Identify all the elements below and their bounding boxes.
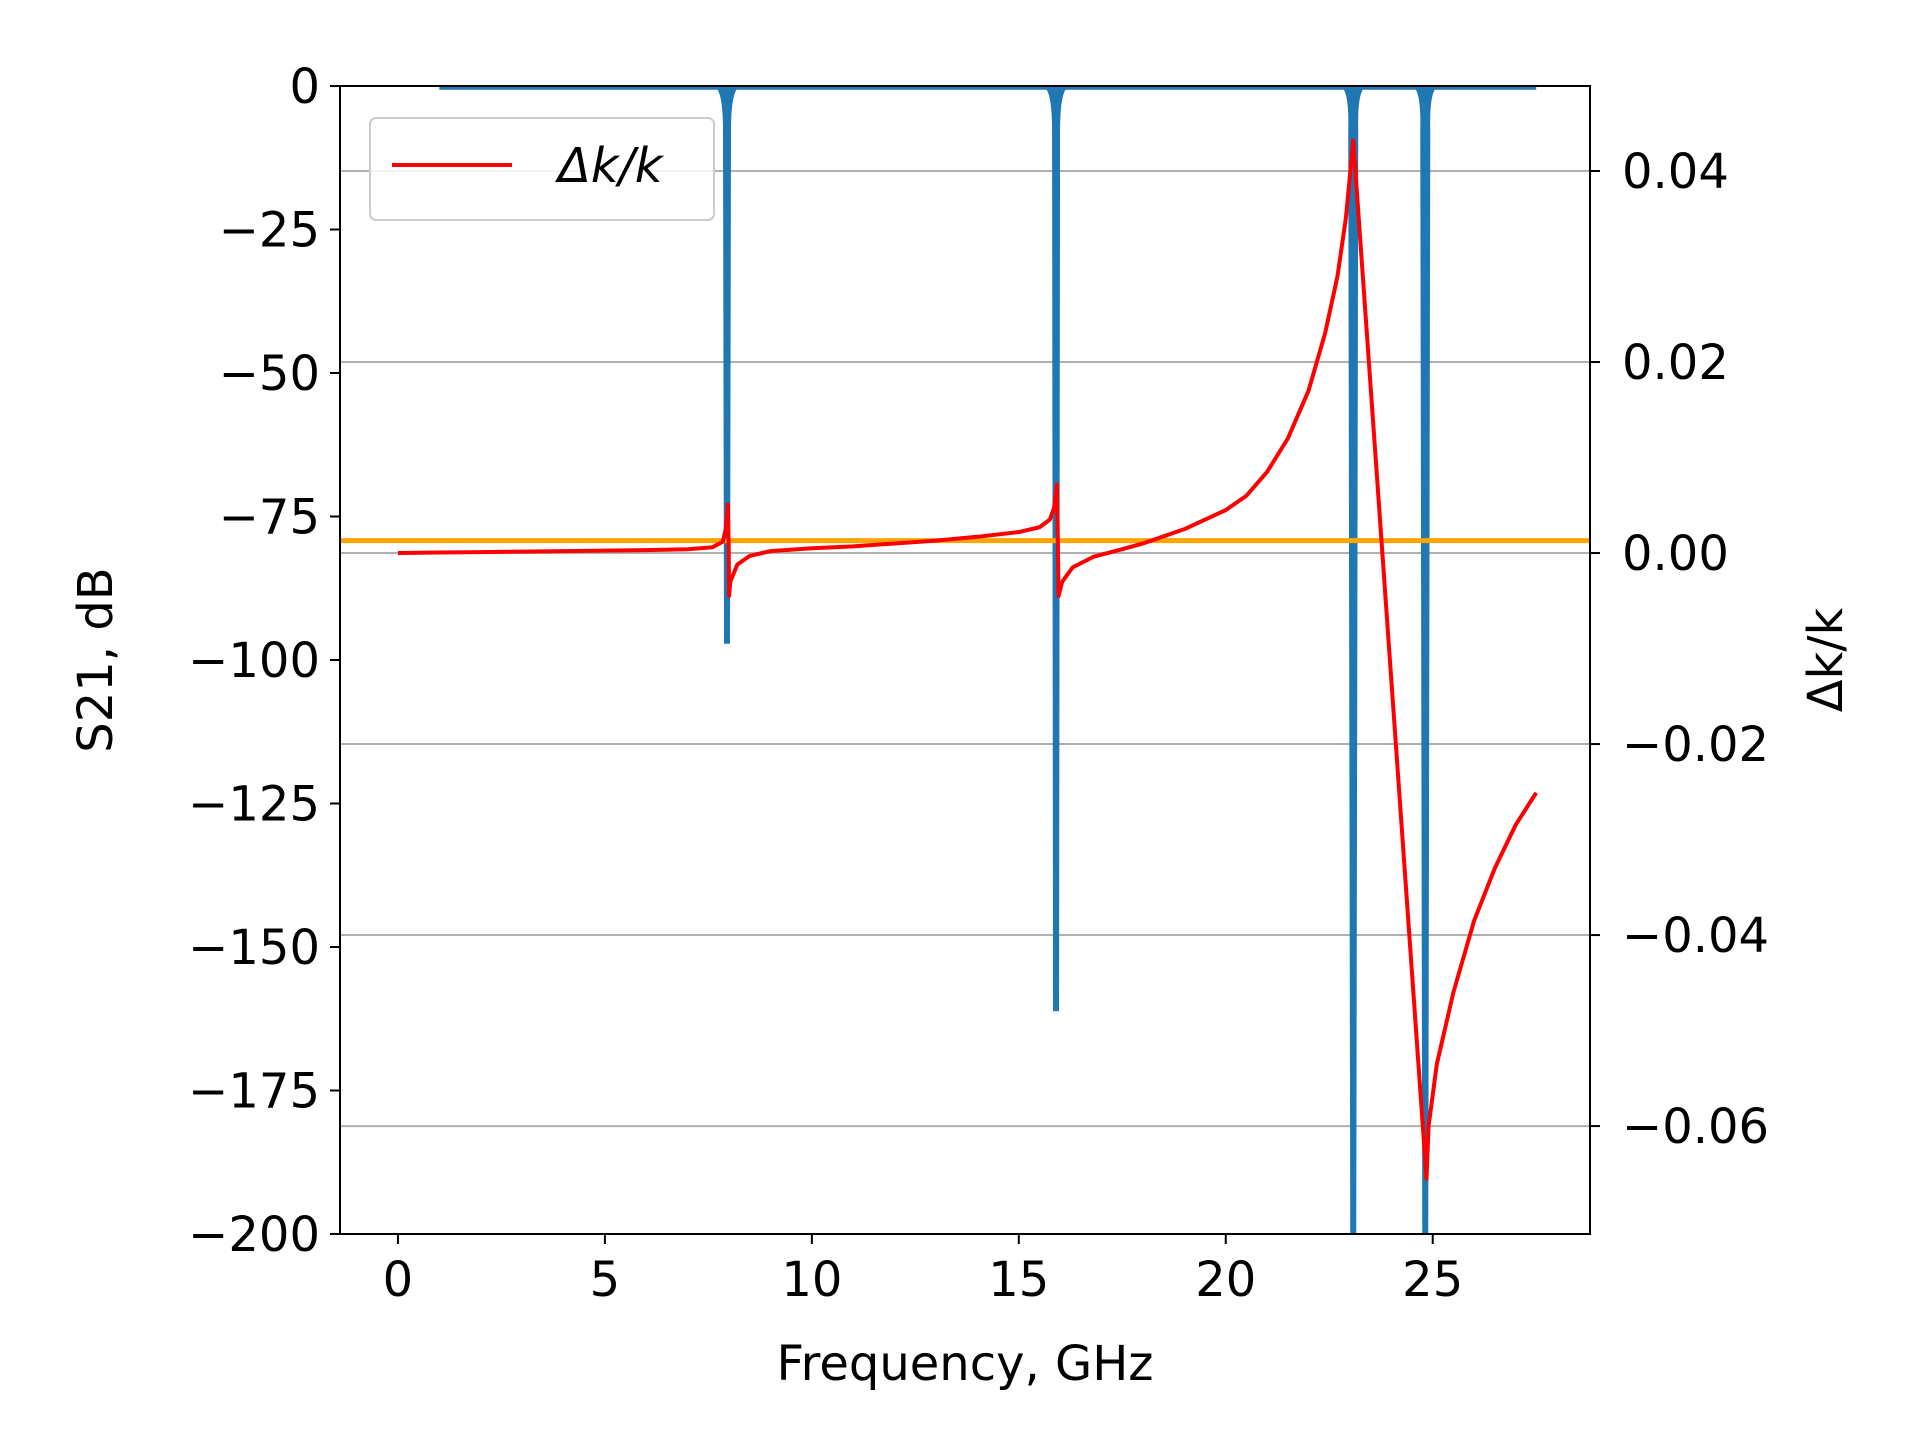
- dk-line: [397, 138, 1538, 1181]
- plot-frame: [339, 85, 1591, 1235]
- x-tick-label: 20: [1195, 1252, 1256, 1308]
- legend-box: [369, 117, 715, 221]
- y-left-tick-label: −50: [219, 346, 320, 402]
- y-left-tick-label: −125: [188, 777, 320, 833]
- x-tick-label: 5: [590, 1252, 621, 1308]
- s21-notch: [714, 85, 740, 644]
- y-right-axis-ticks: 0.04 0.02 0.00 −0.02 −0.04 −0.06: [1590, 144, 1769, 1155]
- y-right-tick-label: 0.00: [1622, 526, 1729, 582]
- y-right-tick-label: −0.06: [1622, 1099, 1769, 1155]
- y-left-axis-label-text: S21, dB: [68, 567, 124, 752]
- x-axis-label: Frequency, GHz: [777, 1336, 1154, 1392]
- x-axis-ticks: 0 5 10 15 20 25: [383, 1234, 1463, 1308]
- x-tick-label: 0: [383, 1252, 414, 1308]
- x-tick-label: 10: [781, 1252, 842, 1308]
- x-tick-label: 15: [988, 1252, 1049, 1308]
- y-right-axis-label-text: Δk/k: [1798, 608, 1854, 713]
- y-right-tick-label: 0.04: [1622, 144, 1729, 200]
- x-tick-label: 25: [1402, 1252, 1463, 1308]
- y-right-tick-label: 0.02: [1622, 335, 1729, 391]
- y-left-tick-label: −200: [188, 1207, 320, 1263]
- y-left-tick-label: −175: [188, 1064, 320, 1120]
- s21-series: [439, 85, 1537, 1235]
- y-left-tick-label: −150: [188, 920, 320, 976]
- y-left-axis-label: S21, dB: [68, 567, 124, 752]
- legend-entry-dk: Δk/k: [554, 138, 665, 194]
- y-right-tick-label: −0.02: [1622, 717, 1769, 773]
- dk-series: [397, 138, 1538, 1181]
- y-left-tick-label: −75: [219, 490, 320, 546]
- y-left-tick-label: 0: [289, 59, 320, 115]
- y-left-axis-ticks: 0 −25 −50 −75 −100 −125 −150 −175 −200: [188, 59, 340, 1263]
- y-left-tick-label: −25: [219, 203, 320, 259]
- legend: Δk/k: [369, 117, 715, 221]
- y-right-tick-label: −0.04: [1622, 908, 1769, 964]
- y-right-axis-label: Δk/k: [1798, 608, 1854, 713]
- grid-lines: [340, 170, 1590, 1128]
- y-left-tick-label: −100: [188, 633, 320, 689]
